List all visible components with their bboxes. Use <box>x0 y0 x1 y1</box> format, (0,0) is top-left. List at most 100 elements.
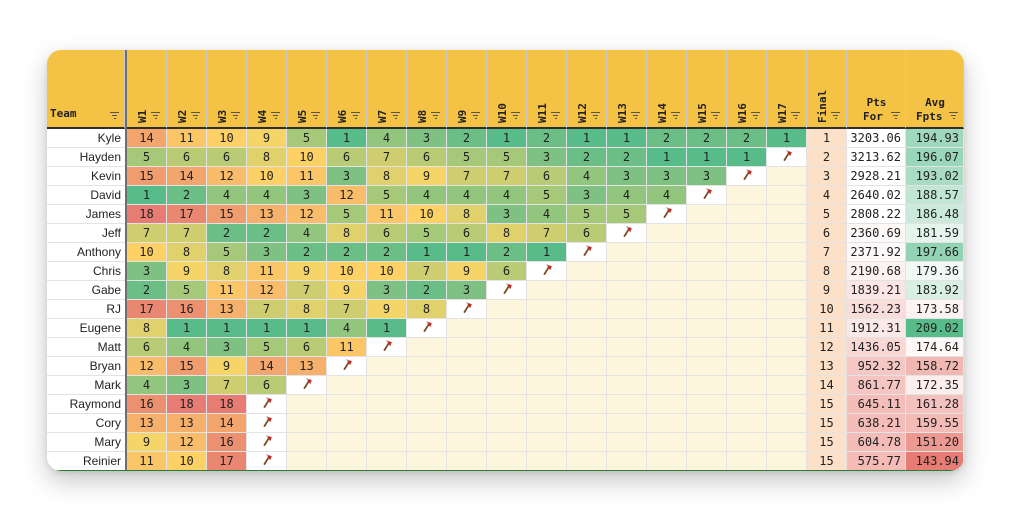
week-rank-cell[interactable]: 6 <box>567 224 607 243</box>
week-rank-cell[interactable] <box>327 452 367 471</box>
week-rank-cell[interactable]: 11 <box>287 167 327 186</box>
week-rank-cell[interactable] <box>687 224 727 243</box>
week-rank-cell[interactable]: 3 <box>407 129 447 148</box>
week-rank-cell[interactable] <box>687 243 727 262</box>
week-rank-cell[interactable] <box>727 243 767 262</box>
week-rank-cell[interactable] <box>567 243 607 262</box>
week-rank-cell[interactable]: 7 <box>207 376 247 395</box>
week-rank-cell[interactable]: 8 <box>167 243 207 262</box>
week-rank-cell[interactable]: 16 <box>207 433 247 452</box>
week-rank-cell[interactable]: 1 <box>647 148 687 167</box>
filter-icon[interactable] <box>631 112 640 119</box>
avg-fpts-cell[interactable]: 193.02 <box>906 167 964 186</box>
week-rank-cell[interactable]: 5 <box>167 281 207 300</box>
avg-fpts-cell[interactable]: 143.94 <box>906 452 964 471</box>
week-rank-cell[interactable] <box>527 452 567 471</box>
week-rank-cell[interactable]: 1 <box>687 148 727 167</box>
final-rank-cell[interactable]: 15 <box>807 452 847 471</box>
week-rank-cell[interactable]: 5 <box>207 243 247 262</box>
week-rank-cell[interactable] <box>447 338 487 357</box>
team-name-matt[interactable]: Matt <box>47 338 125 357</box>
week-rank-cell[interactable] <box>687 433 727 452</box>
week-rank-cell[interactable]: 7 <box>167 224 207 243</box>
week-rank-cell[interactable]: 17 <box>127 300 167 319</box>
week-rank-cell[interactable] <box>567 357 607 376</box>
week-rank-cell[interactable]: 12 <box>207 167 247 186</box>
avg-fpts-cell[interactable]: 194.93 <box>906 129 964 148</box>
week-rank-cell[interactable]: 2 <box>527 129 567 148</box>
week-rank-cell[interactable] <box>647 395 687 414</box>
week-rank-cell[interactable]: 4 <box>607 186 647 205</box>
week-rank-cell[interactable]: 1 <box>127 186 167 205</box>
week-rank-cell[interactable] <box>607 319 647 338</box>
week-rank-cell[interactable]: 5 <box>607 205 647 224</box>
week-rank-cell[interactable] <box>487 395 527 414</box>
week-rank-cell[interactable] <box>767 243 807 262</box>
week-rank-cell[interactable]: 10 <box>367 262 407 281</box>
final-rank-cell[interactable]: 14 <box>807 376 847 395</box>
week-rank-cell[interactable] <box>607 224 647 243</box>
week-rank-cell[interactable] <box>287 433 327 452</box>
week-rank-cell[interactable]: 6 <box>327 148 367 167</box>
week-rank-cell[interactable] <box>367 395 407 414</box>
week-rank-cell[interactable]: 1 <box>207 319 247 338</box>
avg-fpts-cell[interactable]: 173.58 <box>906 300 964 319</box>
pts-for-cell[interactable]: 604.78 <box>847 433 906 452</box>
week-rank-cell[interactable] <box>487 357 527 376</box>
week-rank-cell[interactable]: 4 <box>127 376 167 395</box>
header-pts-for[interactable]: Pts For <box>847 50 906 129</box>
week-rank-cell[interactable]: 4 <box>367 129 407 148</box>
week-rank-cell[interactable] <box>607 300 647 319</box>
week-rank-cell[interactable]: 2 <box>447 129 487 148</box>
week-rank-cell[interactable] <box>407 338 447 357</box>
week-rank-cell[interactable] <box>327 395 367 414</box>
week-rank-cell[interactable]: 10 <box>207 129 247 148</box>
week-rank-cell[interactable] <box>407 357 447 376</box>
week-rank-cell[interactable]: 3 <box>687 167 727 186</box>
week-rank-cell[interactable]: 7 <box>367 148 407 167</box>
week-rank-cell[interactable] <box>647 224 687 243</box>
avg-fpts-cell[interactable]: 159.55 <box>906 414 964 433</box>
week-rank-cell[interactable]: 2 <box>327 243 367 262</box>
week-rank-cell[interactable] <box>247 395 287 414</box>
week-rank-cell[interactable]: 4 <box>207 186 247 205</box>
week-rank-cell[interactable] <box>407 414 447 433</box>
week-rank-cell[interactable]: 9 <box>407 167 447 186</box>
week-rank-cell[interactable] <box>567 300 607 319</box>
week-rank-cell[interactable] <box>727 452 767 471</box>
week-rank-cell[interactable] <box>727 300 767 319</box>
week-rank-cell[interactable]: 10 <box>287 148 327 167</box>
pts-for-cell[interactable]: 2808.22 <box>847 205 906 224</box>
week-rank-cell[interactable] <box>247 452 287 471</box>
week-rank-cell[interactable]: 1 <box>727 148 767 167</box>
team-name-chris[interactable]: Chris <box>47 262 125 281</box>
week-rank-cell[interactable]: 6 <box>167 148 207 167</box>
header-week-12[interactable]: W12 <box>567 50 607 129</box>
week-rank-cell[interactable]: 2 <box>647 129 687 148</box>
final-rank-cell[interactable]: 2 <box>807 148 847 167</box>
header-week-11[interactable]: W11 <box>527 50 567 129</box>
week-rank-cell[interactable] <box>447 452 487 471</box>
week-rank-cell[interactable]: 2 <box>607 148 647 167</box>
week-rank-cell[interactable] <box>447 395 487 414</box>
filter-icon[interactable] <box>591 112 600 119</box>
week-rank-cell[interactable] <box>647 300 687 319</box>
week-rank-cell[interactable]: 1 <box>607 129 647 148</box>
week-rank-cell[interactable] <box>687 186 727 205</box>
week-rank-cell[interactable] <box>527 376 567 395</box>
header-week-15[interactable]: W15 <box>687 50 727 129</box>
header-week-16[interactable]: W16 <box>727 50 767 129</box>
week-rank-cell[interactable]: 3 <box>607 167 647 186</box>
week-rank-cell[interactable] <box>687 376 727 395</box>
week-rank-cell[interactable]: 12 <box>167 433 207 452</box>
week-rank-cell[interactable]: 8 <box>407 300 447 319</box>
pts-for-cell[interactable]: 2640.02 <box>847 186 906 205</box>
week-rank-cell[interactable] <box>607 433 647 452</box>
week-rank-cell[interactable] <box>527 300 567 319</box>
week-rank-cell[interactable]: 1 <box>247 319 287 338</box>
week-rank-cell[interactable] <box>527 319 567 338</box>
pts-for-cell[interactable]: 645.11 <box>847 395 906 414</box>
week-rank-cell[interactable]: 8 <box>287 300 327 319</box>
week-rank-cell[interactable]: 17 <box>207 452 247 471</box>
week-rank-cell[interactable]: 6 <box>407 148 447 167</box>
